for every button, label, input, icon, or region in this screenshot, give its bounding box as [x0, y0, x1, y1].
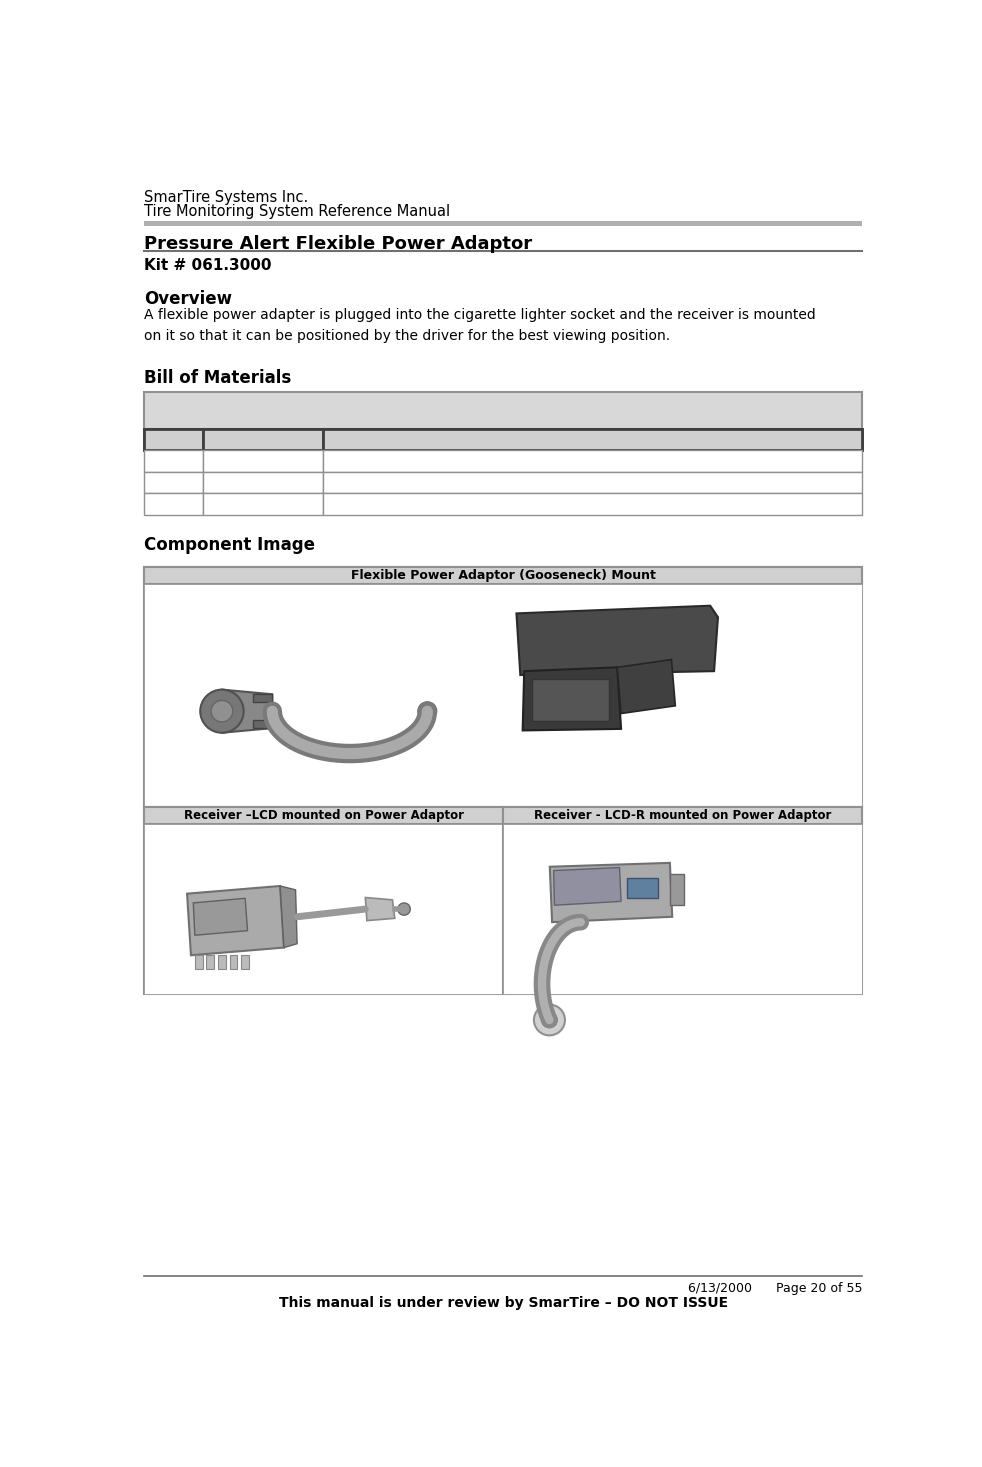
Bar	[218, 955, 226, 970]
Circle shape	[542, 1012, 557, 1028]
Polygon shape	[550, 863, 673, 923]
Text: A flexible power adapter is plugged into the cigarette lighter socket and the re: A flexible power adapter is plugged into…	[144, 308, 816, 343]
Text: Kit # 061.3000: Kit # 061.3000	[144, 258, 272, 273]
Bar	[144, 807, 503, 993]
Bar	[144, 824, 503, 993]
Text: Flexible Power Adaptor (Gooseneck) Mount: Flexible Power Adaptor (Gooseneck) Mount	[351, 569, 656, 582]
Polygon shape	[517, 606, 718, 675]
Bar	[627, 879, 658, 898]
Polygon shape	[222, 689, 272, 732]
Circle shape	[200, 689, 244, 732]
Polygon shape	[193, 898, 247, 936]
Bar	[144, 428, 862, 450]
Bar	[202, 450, 323, 472]
Bar	[503, 824, 862, 993]
Bar	[144, 568, 862, 584]
Text: Pressure Alert Flexible Power Adaptor: Pressure Alert Flexible Power Adaptor	[144, 235, 532, 252]
Text: Receiver - LCD-R mounted on Power Adaptor: Receiver - LCD-R mounted on Power Adapto…	[534, 810, 832, 823]
Bar	[144, 584, 862, 807]
Bar	[323, 493, 862, 515]
Bar	[206, 955, 214, 970]
Text: Overview: Overview	[144, 290, 233, 308]
Circle shape	[211, 700, 233, 722]
Bar	[144, 450, 202, 472]
Text: Tire Monitoring System Reference Manual: Tire Monitoring System Reference Manual	[144, 204, 451, 219]
Bar	[230, 955, 238, 970]
Bar	[144, 392, 862, 428]
Bar	[144, 472, 202, 493]
Circle shape	[534, 1005, 565, 1036]
Text: Component Image: Component Image	[144, 537, 315, 555]
Polygon shape	[188, 886, 284, 955]
Polygon shape	[618, 660, 676, 713]
Bar	[194, 955, 202, 970]
Bar	[253, 694, 272, 701]
Bar	[144, 807, 503, 824]
Bar	[670, 874, 683, 905]
Text: SmarTire Systems Inc.: SmarTire Systems Inc.	[144, 189, 308, 205]
Bar	[323, 428, 862, 450]
Bar	[323, 450, 862, 472]
Bar	[532, 679, 610, 722]
Text: 6/13/2000      Page 20 of 55: 6/13/2000 Page 20 of 55	[687, 1282, 862, 1295]
Bar	[144, 493, 202, 515]
Bar	[323, 472, 862, 493]
Text: This manual is under review by SmarTire – DO NOT ISSUE: This manual is under review by SmarTire …	[279, 1295, 728, 1310]
Polygon shape	[522, 667, 621, 731]
Text: Bill of Materials: Bill of Materials	[144, 368, 292, 386]
Text: Receiver –LCD mounted on Power Adaptor: Receiver –LCD mounted on Power Adaptor	[184, 810, 464, 823]
Bar	[503, 807, 862, 824]
Bar	[144, 220, 862, 226]
Polygon shape	[280, 886, 298, 948]
Bar	[242, 955, 249, 970]
Polygon shape	[365, 898, 395, 921]
Bar	[144, 428, 202, 450]
Bar	[503, 807, 862, 993]
Bar	[202, 493, 323, 515]
Circle shape	[418, 701, 437, 720]
Circle shape	[398, 902, 410, 915]
Bar	[144, 568, 862, 807]
Bar	[253, 720, 272, 728]
Bar	[202, 472, 323, 493]
Bar	[202, 428, 323, 450]
Polygon shape	[554, 867, 621, 905]
